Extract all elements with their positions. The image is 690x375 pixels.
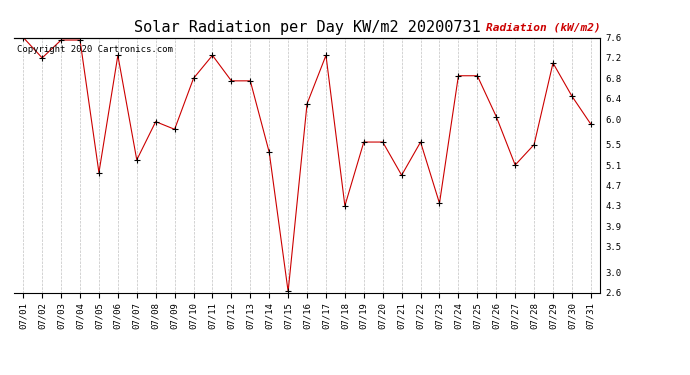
Text: Copyright 2020 Cartronics.com: Copyright 2020 Cartronics.com (17, 45, 172, 54)
Title: Solar Radiation per Day KW/m2 20200731: Solar Radiation per Day KW/m2 20200731 (134, 20, 480, 35)
Text: Radiation (kW/m2): Radiation (kW/m2) (486, 22, 600, 32)
